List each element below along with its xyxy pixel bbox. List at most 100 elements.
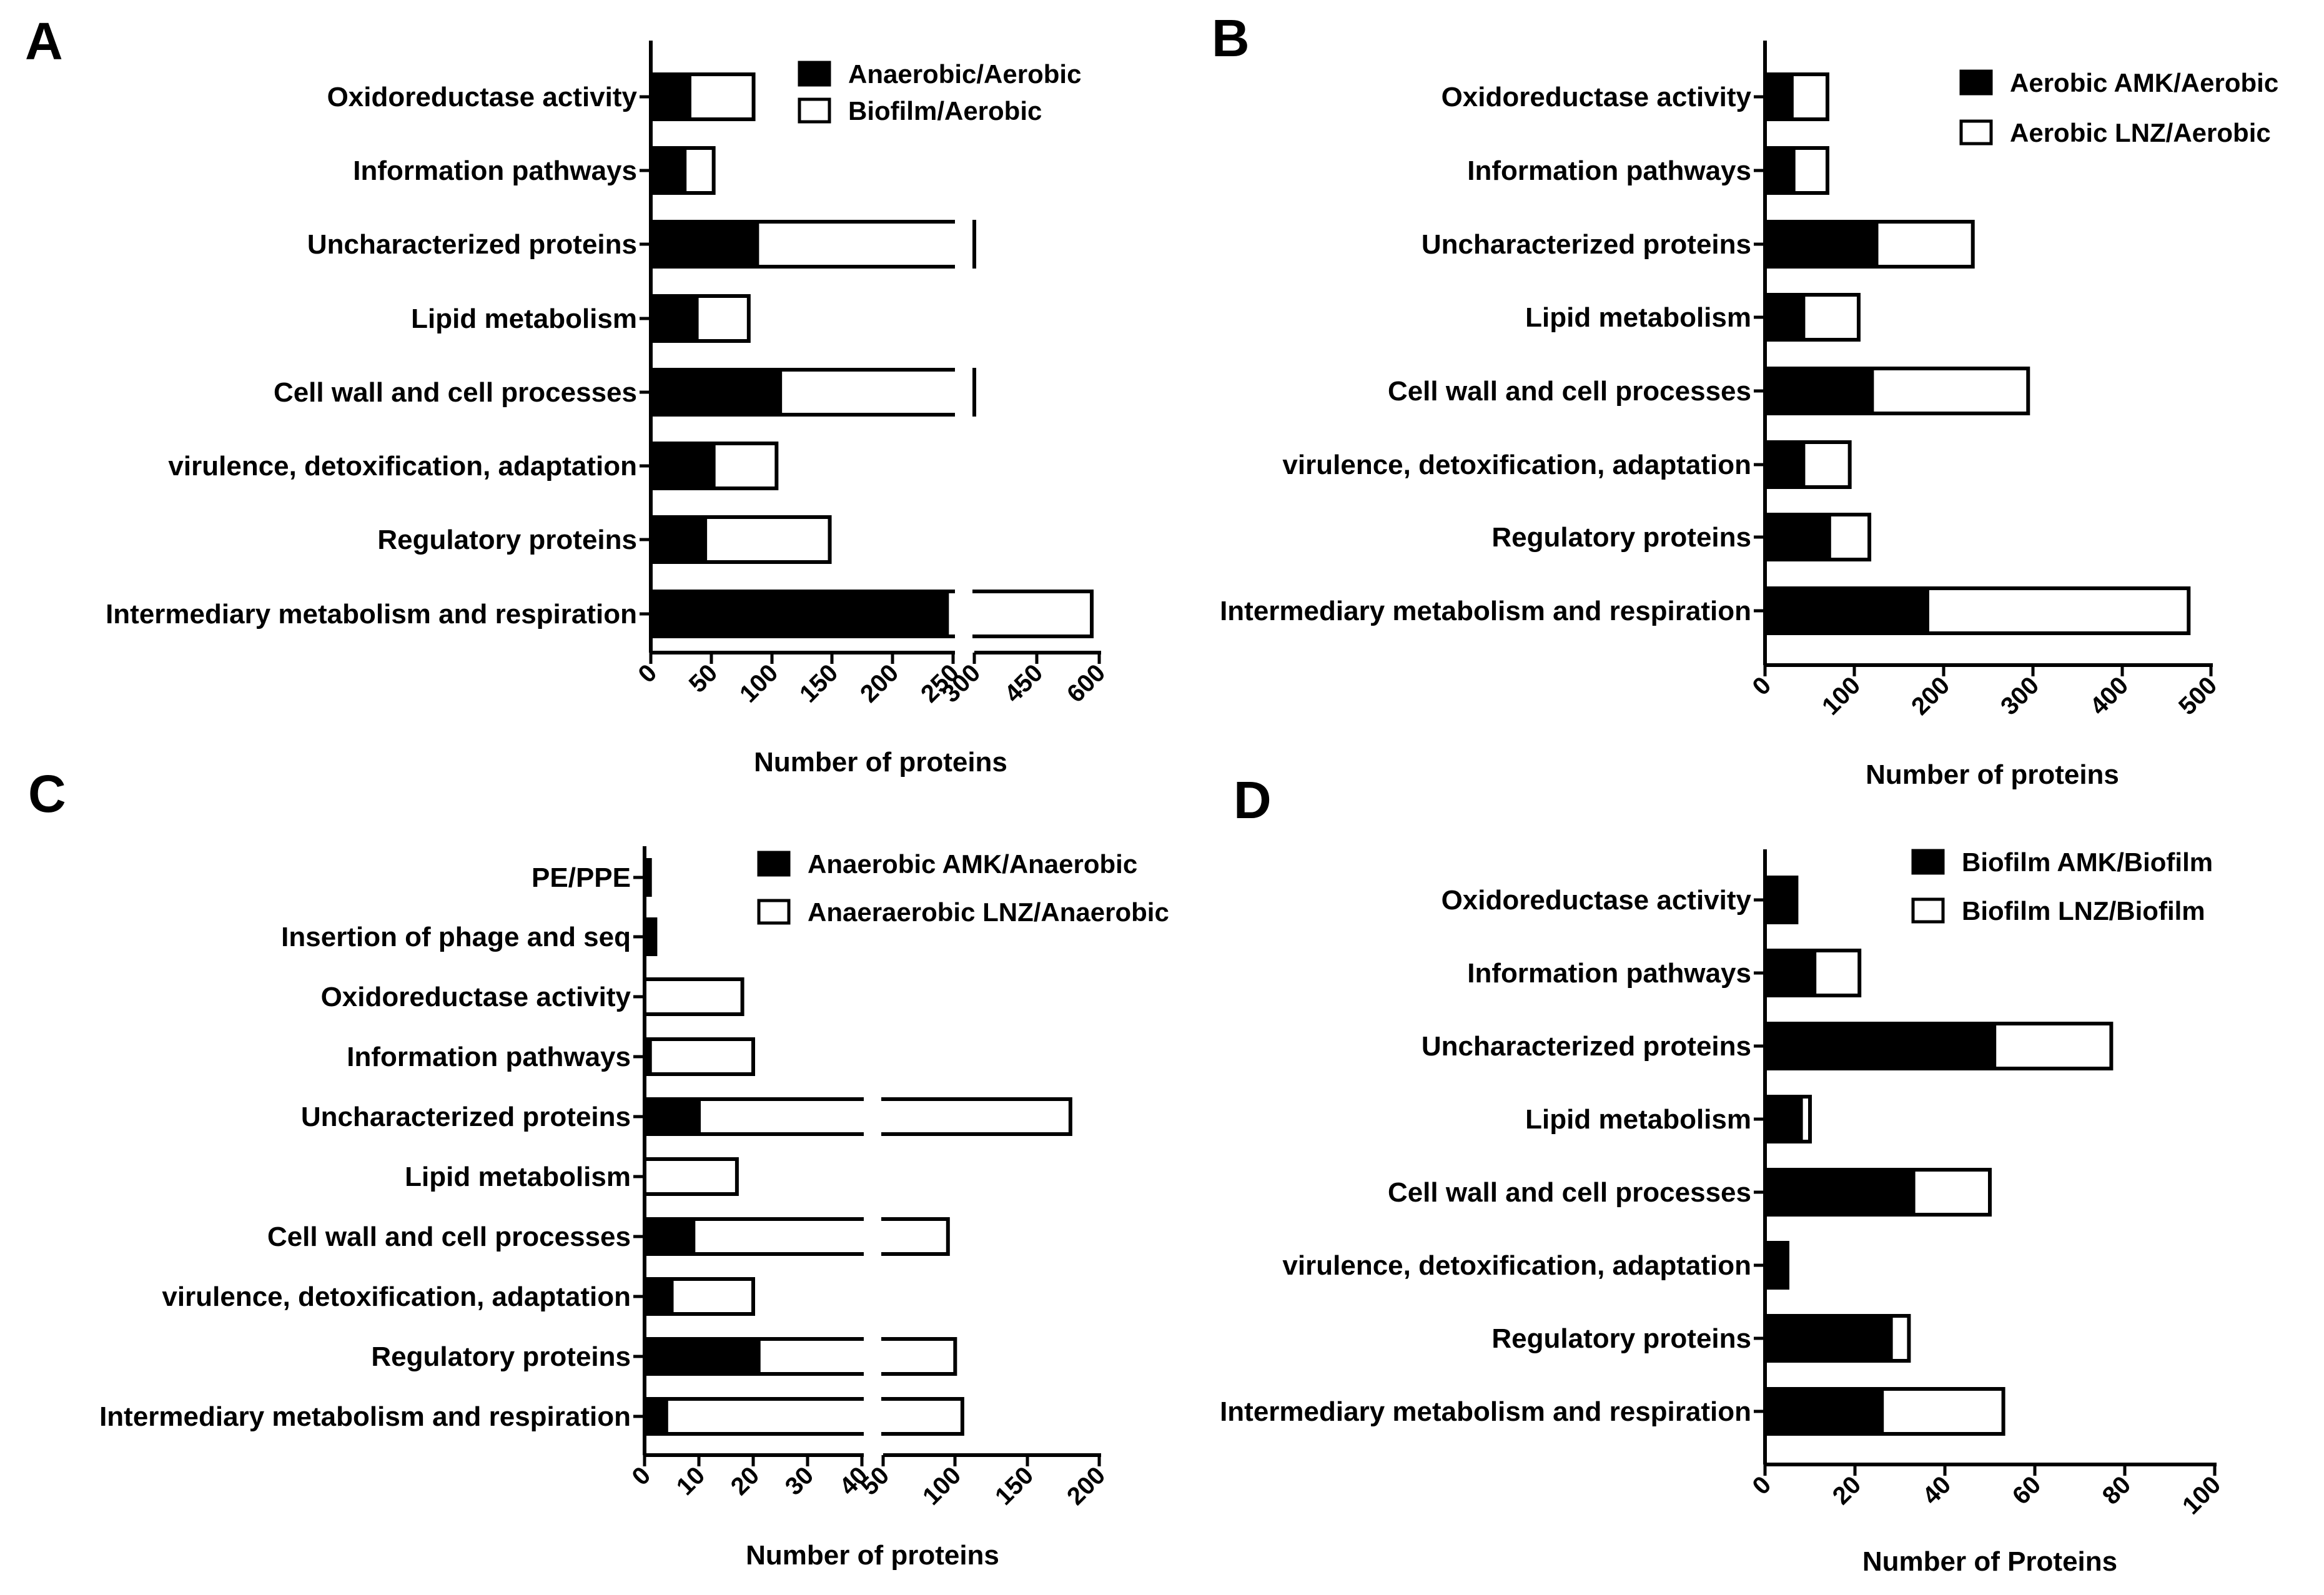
category-label: Intermediary metabolism and respiration xyxy=(1220,1396,1751,1427)
x-tick-label: 200 xyxy=(855,659,904,708)
bar-anaerobic-amk-anaerobic xyxy=(643,1217,696,1256)
category-label: virulence, detoxification, adaptation xyxy=(168,451,637,481)
bar-aerobic-amk-aerobic xyxy=(1763,440,1806,489)
legend-label: Aerobic LNZ/Aerobic xyxy=(2010,118,2271,147)
bar-aerobic-amk-aerobic xyxy=(1763,367,1874,415)
x-tick-label: 50 xyxy=(684,659,723,698)
x-tick-label: 0 xyxy=(1748,671,1777,701)
axis-break-gap xyxy=(864,1095,881,1138)
panel-b: B 0 100 200 300 400 500 Number of proteins Oxido… xyxy=(1212,9,2278,790)
category-label: Intermediary metabolism and respiration xyxy=(106,599,637,630)
category-label: Oxidoreductase activity xyxy=(1441,885,1752,916)
legend-swatch xyxy=(1911,849,1945,875)
bar-anaerobic-aerobic xyxy=(649,146,687,195)
panel-d: D 0 20 40 60 80 100 Number of Proteins Oxidoredu… xyxy=(1220,771,2226,1577)
bar-aerobic-amk-aerobic xyxy=(1763,146,1796,195)
legend-label: Anaerobic AMK/Anaerobic xyxy=(808,849,1137,879)
bar-anaeraerobic-lnz-anaerobic xyxy=(643,1157,739,1196)
bar-anaerobic-aerobic xyxy=(649,442,716,490)
bar-anaerobic-amk-anaerobic xyxy=(643,858,652,897)
bar-anaerobic-amk-anaerobic xyxy=(643,1277,674,1316)
bar-biofilm-amk-biofilm xyxy=(1763,1022,1997,1070)
category-label: Regulatory proteins xyxy=(377,525,637,555)
bar-anaerobic-aerobic xyxy=(649,590,949,638)
legend-swatch xyxy=(1959,69,1993,96)
x-tick-label: 60 xyxy=(2007,1471,2047,1510)
legend-label: Anaerobic/Aerobic xyxy=(848,59,1081,89)
bar-anaeraerobic-lnz-anaerobic xyxy=(643,1037,755,1076)
category-label: Regulatory proteins xyxy=(1491,1323,1751,1354)
panel-letter: D xyxy=(1234,771,1272,829)
legend-swatch xyxy=(1911,897,1945,924)
x-tick-label: 400 xyxy=(2085,671,2134,720)
x-tick-label: 0 xyxy=(1748,1471,1777,1500)
x-axis-title: Number of Proteins xyxy=(1862,1546,2117,1577)
x-tick-label: 100 xyxy=(2177,1471,2226,1519)
category-label: virulence, detoxification, adaptation xyxy=(162,1281,631,1312)
x-tick-label: 0 xyxy=(627,1461,656,1491)
bar-anaerobic-aerobic xyxy=(649,294,699,343)
x-tick-label: 40 xyxy=(1917,1471,1957,1510)
x-tick-label: 300 xyxy=(1995,671,2044,720)
panel-letter: C xyxy=(28,764,66,823)
bar-aerobic-amk-aerobic xyxy=(1763,220,1879,269)
x-tick-label: 100 xyxy=(1817,671,1866,720)
category-label: PE/PPE xyxy=(532,862,631,893)
legend-label: Anaeraerobic LNZ/Anaerobic xyxy=(808,897,1169,927)
legend-swatch xyxy=(757,851,791,877)
category-label: Regulatory proteins xyxy=(1491,522,1751,553)
bar-anaeraerobic-lnz-anaerobic xyxy=(643,1097,1072,1136)
bar-anaerobic-amk-anaerobic xyxy=(643,917,658,956)
bar-biofilm-amk-biofilm xyxy=(1763,1241,1789,1290)
legend-swatch xyxy=(1959,119,1993,146)
x-tick-label: 10 xyxy=(671,1461,711,1501)
axis-break-gap xyxy=(955,366,972,418)
category-label: virulence, detoxification, adaptation xyxy=(1282,450,1751,480)
category-label: Lipid metabolism xyxy=(1525,302,1751,333)
bar-anaeraerobic-lnz-anaerobic xyxy=(643,977,744,1016)
legend-label: Aerobic AMK/Aerobic xyxy=(2010,68,2278,97)
category-label: Insertion of phage and seq xyxy=(281,922,631,952)
bar-biofilm-amk-biofilm xyxy=(1763,949,1817,997)
category-label: Intermediary metabolism and respiration xyxy=(1220,596,1751,626)
axis-break-gap xyxy=(864,1395,881,1438)
category-label: Lipid metabolism xyxy=(411,304,637,334)
category-label: Intermediary metabolism and respiration xyxy=(99,1401,631,1432)
bar-aerobic-amk-aerobic xyxy=(1763,293,1806,342)
panel-letter: B xyxy=(1212,9,1250,67)
legend-label: Biofilm/Aerobic xyxy=(848,96,1042,126)
category-label: Cell wall and cell processes xyxy=(267,1222,631,1252)
x-tick-label: 150 xyxy=(794,659,843,708)
category-label: Uncharacterized proteins xyxy=(1422,1031,1751,1062)
bar-aerobic-amk-aerobic xyxy=(1763,72,1794,121)
bar-biofilm-amk-biofilm xyxy=(1763,876,1799,924)
axis-break-gap xyxy=(955,218,972,270)
x-tick-label: 100 xyxy=(917,1461,966,1510)
category-label: Oxidoreductase activity xyxy=(327,82,638,112)
bar-aerobic-amk-aerobic xyxy=(1763,586,1929,635)
x-tick-label: 600 xyxy=(1062,659,1110,708)
x-tick-label: 200 xyxy=(1062,1461,1110,1510)
category-label: Cell wall and cell processes xyxy=(274,377,637,408)
bar-biofilm-amk-biofilm xyxy=(1763,1314,1893,1363)
bar-anaeraerobic-lnz-anaerobic xyxy=(643,1397,964,1436)
x-axis-title: Number of proteins xyxy=(754,747,1007,778)
bar-anaerobic-amk-anaerobic xyxy=(643,1037,652,1076)
bar-anaerobic-aerobic xyxy=(649,368,783,417)
bar-biofilm-amk-biofilm xyxy=(1763,1095,1803,1143)
x-tick-label: 0 xyxy=(633,659,663,688)
x-tick-label: 20 xyxy=(1827,1471,1867,1510)
bar-anaerobic-amk-anaerobic xyxy=(643,1397,668,1436)
panel-letter: A xyxy=(25,12,63,71)
category-label: Regulatory proteins xyxy=(371,1341,631,1372)
category-label: Uncharacterized proteins xyxy=(1422,229,1751,260)
x-tick-label: 30 xyxy=(780,1461,819,1501)
bar-biofilm-amk-biofilm xyxy=(1763,1387,1884,1436)
category-label: Cell wall and cell processes xyxy=(1388,376,1751,407)
x-tick-label: 500 xyxy=(2173,671,2222,720)
category-label: Uncharacterized proteins xyxy=(307,229,637,260)
x-tick-label: 80 xyxy=(2097,1471,2137,1510)
category-label: virulence, detoxification, adaptation xyxy=(1282,1250,1751,1281)
